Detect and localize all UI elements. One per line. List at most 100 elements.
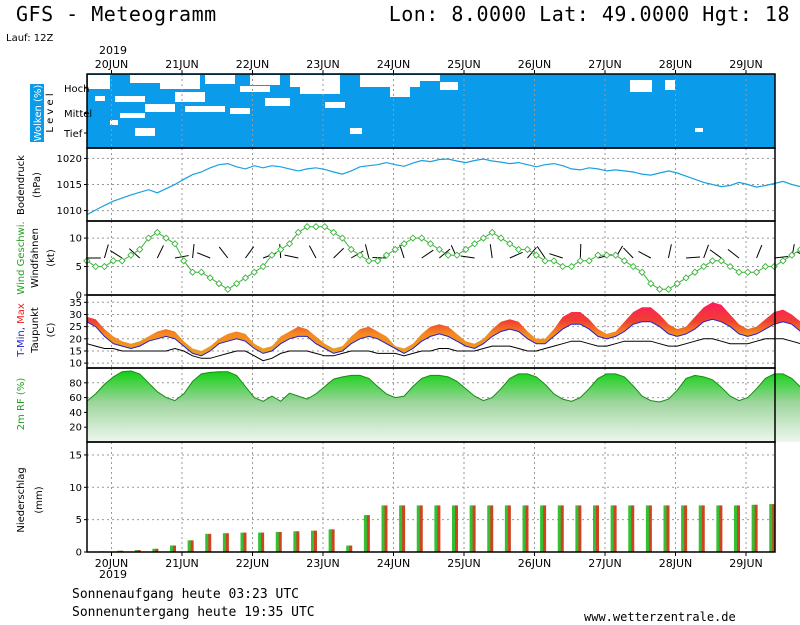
wind-speed-point — [197, 268, 206, 276]
clouds-label-background — [30, 84, 44, 142]
wind-speed-point — [435, 245, 443, 254]
tmin-line — [86, 318, 800, 357]
wind-barb — [460, 255, 475, 259]
sunset-text: Sonnenuntergang heute 19:35 UTC — [72, 605, 315, 620]
precip-bar-green — [381, 505, 386, 552]
wind-speed-point — [144, 234, 153, 242]
wind-speed-point — [700, 262, 708, 271]
wind-speed-point — [171, 240, 179, 248]
precip-bar-green — [734, 505, 738, 552]
wind-unit-label: (kt) — [46, 249, 57, 267]
precip-bar-green — [487, 505, 492, 552]
wind-barb — [727, 248, 740, 259]
wind-speed-point — [321, 223, 329, 231]
wind-speed-point — [241, 274, 250, 282]
y-tick-label: 1010 — [57, 206, 82, 217]
precip-bar-red — [560, 505, 564, 552]
precip-bar-red — [278, 531, 282, 552]
precip-bar-green — [698, 505, 703, 552]
precip-bar-red — [155, 548, 159, 552]
temperature-axis-label: T-Min, Max — [16, 303, 27, 358]
precip-bar-red — [472, 505, 476, 552]
cloud-gap — [300, 86, 340, 94]
wind-speed-point — [744, 268, 752, 276]
precip-bar-red — [596, 505, 599, 552]
wind-speed-point — [188, 268, 197, 276]
precip-bar-red — [525, 505, 529, 552]
precip-bar-red — [543, 505, 547, 552]
wind-speed-point — [127, 251, 135, 259]
precip-bar-green — [557, 505, 562, 552]
wind-speed-point — [497, 234, 505, 242]
wind-speed-point — [488, 228, 496, 237]
wind-barb — [333, 247, 344, 259]
date-label-top: 24JUN — [377, 58, 411, 71]
precip-bar-red — [648, 505, 652, 552]
wind-speed-point — [162, 234, 170, 242]
y-tick-label: 20 — [69, 423, 82, 434]
y-tick-label: 25 — [69, 322, 82, 333]
wind-barb — [245, 246, 255, 259]
y-tick-label: 1015 — [57, 180, 82, 191]
date-label-top: 28JUN — [659, 58, 693, 71]
wind-speed-point — [567, 262, 576, 271]
precip-bar-green — [716, 505, 721, 552]
wind-barb — [509, 251, 523, 259]
temperature-unit-label: (C) — [46, 323, 57, 338]
wind-speed-point — [708, 257, 717, 265]
precip-bar-green — [222, 533, 227, 552]
cloud-gap — [145, 104, 175, 112]
wind-barb — [709, 249, 722, 259]
y-tick-label: 1020 — [57, 154, 82, 165]
cloud-gap — [95, 96, 105, 101]
precip-bar-red — [701, 505, 705, 552]
wind-barb — [774, 256, 789, 259]
precip-bar-green — [540, 505, 545, 552]
precip-bar-red — [455, 505, 458, 552]
precip-bar-red — [490, 505, 494, 552]
date-label-bottom: 20JUN — [95, 557, 129, 570]
date-label-bottom: 21JUN — [165, 557, 199, 570]
precip-bar-green — [645, 505, 650, 552]
y-tick-label: 80 — [69, 378, 82, 389]
wind-speed-point — [418, 234, 426, 242]
wind-barb — [489, 244, 493, 259]
source-url: www.wetterzentrale.de — [584, 610, 736, 624]
wind-speed-point — [638, 268, 646, 276]
cloud-gap — [135, 128, 155, 136]
precip-bar-green — [628, 505, 633, 552]
y-tick-label: 0 — [76, 548, 82, 559]
wind-speed-point — [312, 223, 320, 231]
precip-bar-green — [134, 550, 139, 552]
precip-bar-red — [631, 505, 635, 552]
wind-barb — [156, 245, 164, 259]
panel-border-pressure — [86, 147, 776, 222]
precip-bar-green — [152, 548, 157, 552]
wind-speed-point — [647, 279, 655, 288]
wind-speed-point — [717, 257, 725, 265]
precip-bar-red — [384, 505, 388, 552]
precip-bar-red — [684, 505, 688, 552]
date-label-top: 29JUN — [729, 58, 763, 71]
date-label-top: 20JUN — [95, 58, 129, 71]
wind-speed-point — [585, 257, 593, 265]
y-tick-label: 10 — [69, 234, 82, 245]
date-label-top: 21JUN — [165, 58, 199, 71]
wind-speed-point — [788, 251, 796, 259]
wind-speed-point — [365, 257, 373, 265]
cloud-gap — [695, 128, 703, 132]
precip-bar-red — [366, 515, 370, 552]
cloud-gap — [115, 96, 145, 102]
precip-bar-green — [681, 505, 686, 552]
cloud-gap — [230, 108, 250, 114]
wind-speed-point — [294, 228, 302, 237]
precip-bar-green — [751, 504, 756, 552]
pressure-axis-label: Bodendruck — [16, 155, 27, 215]
wind-speed-point — [779, 257, 787, 265]
date-label-bottom: 29JUN — [729, 557, 763, 570]
precip-bar-green — [452, 505, 456, 552]
precip-bar-red — [173, 545, 176, 552]
precip-bar-green — [434, 505, 439, 552]
cloud-level-label: Tief — [63, 129, 83, 140]
y-tick-label: 15 — [69, 450, 82, 461]
